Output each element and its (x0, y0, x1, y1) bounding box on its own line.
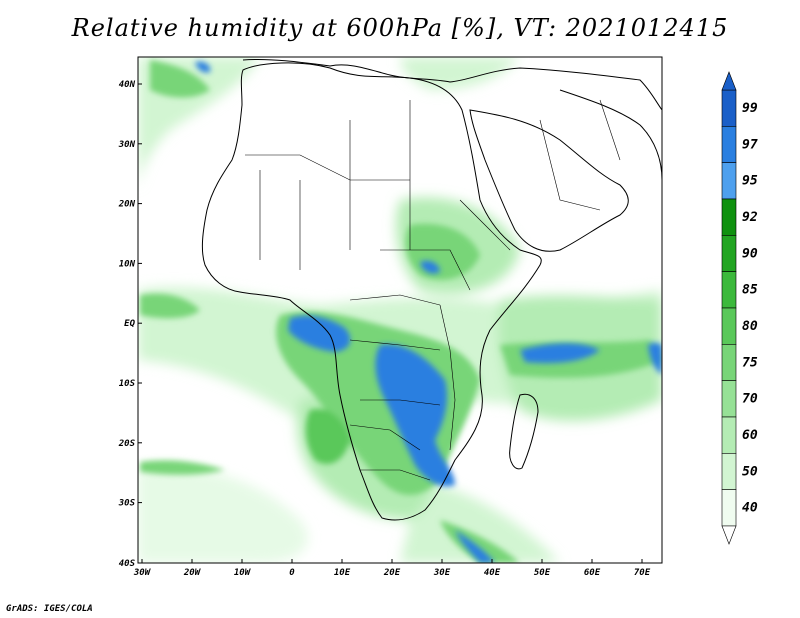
colorbar-label: 50 (742, 464, 758, 479)
x-tick-label: 40E (484, 568, 501, 578)
x-axis: 30W 20W 10W 0 10E 20E 30E 40E 50E 60E 70E (133, 559, 651, 578)
madagascar (509, 393, 539, 470)
colorbar-label: 90 (742, 246, 758, 261)
y-tick-label: 40N (119, 80, 136, 90)
colorbar-label: 95 (742, 174, 758, 189)
x-tick-label: 70E (634, 568, 651, 578)
iran-india (559, 89, 662, 181)
y-tick-label: 20N (118, 200, 136, 210)
colorbar-label: 70 (742, 392, 758, 407)
colorbar-segment (721, 126, 737, 163)
colorbar-label: 99 (742, 101, 758, 116)
colorbar-segment (721, 453, 737, 490)
y-tick-label: 10N (119, 259, 136, 269)
arabian-peninsula (469, 109, 629, 252)
colorbar-label: 80 (742, 319, 758, 334)
colorbar-label: 75 (742, 355, 758, 370)
colorbar-segment (721, 489, 737, 527)
x-tick-label: 0 (289, 568, 295, 578)
map-title: Relative humidity at 600hPa [%], VT: 202… (71, 14, 729, 42)
colorbar-label: 60 (742, 428, 758, 443)
x-tick-label: 10E (334, 568, 351, 578)
y-tick-label: 10S (119, 379, 136, 389)
y-axis: 40N 30N 20N 10N EQ 10S 20S 30S 40S (118, 80, 142, 569)
colorbar-label: 40 (742, 501, 758, 516)
africa-coastline (201, 62, 542, 521)
colorbar-segment (721, 307, 737, 345)
x-tick-label: 20E (383, 568, 401, 578)
colorbar-segment (721, 344, 737, 381)
borders (245, 99, 621, 481)
colorbar-segment (721, 235, 737, 272)
colorbar-segment (721, 89, 737, 127)
moisture-high (195, 61, 662, 563)
y-tick-label: 30S (118, 499, 136, 509)
x-tick-label: 60E (584, 568, 601, 578)
y-tick-label: 30N (118, 140, 136, 150)
y-tick-label: 40S (119, 559, 136, 569)
coastlines (201, 58, 662, 521)
y-tick-label: EQ (124, 319, 135, 329)
europe-coast (242, 58, 662, 111)
colorbar-segment (721, 198, 737, 236)
x-tick-label: 30E (433, 568, 451, 578)
grads-credit: GrADS: IGES/COLA (6, 604, 93, 614)
y-tick-label: 20S (118, 439, 136, 449)
colorbar-label: 92 (742, 210, 758, 225)
colorbar-segment (721, 380, 737, 418)
colorbar-top-arrow (721, 71, 737, 91)
x-tick-label: 10W (234, 568, 252, 578)
colorbar-segment (721, 416, 737, 454)
x-tick-label: 30W (133, 568, 152, 578)
colorbar-segment (721, 271, 737, 309)
x-tick-label: 50E (534, 568, 551, 578)
humidity-field (138, 57, 662, 563)
plot-frame (137, 56, 663, 564)
colorbar-segment (721, 162, 737, 200)
colorbar-bottom-arrow (721, 525, 737, 545)
colorbar-label: 85 (742, 283, 758, 298)
x-tick-label: 20W (183, 568, 202, 578)
colorbar-label: 97 (742, 137, 758, 152)
colorbar: 99 97 95 92 90 85 80 75 70 60 50 40 (721, 71, 758, 545)
